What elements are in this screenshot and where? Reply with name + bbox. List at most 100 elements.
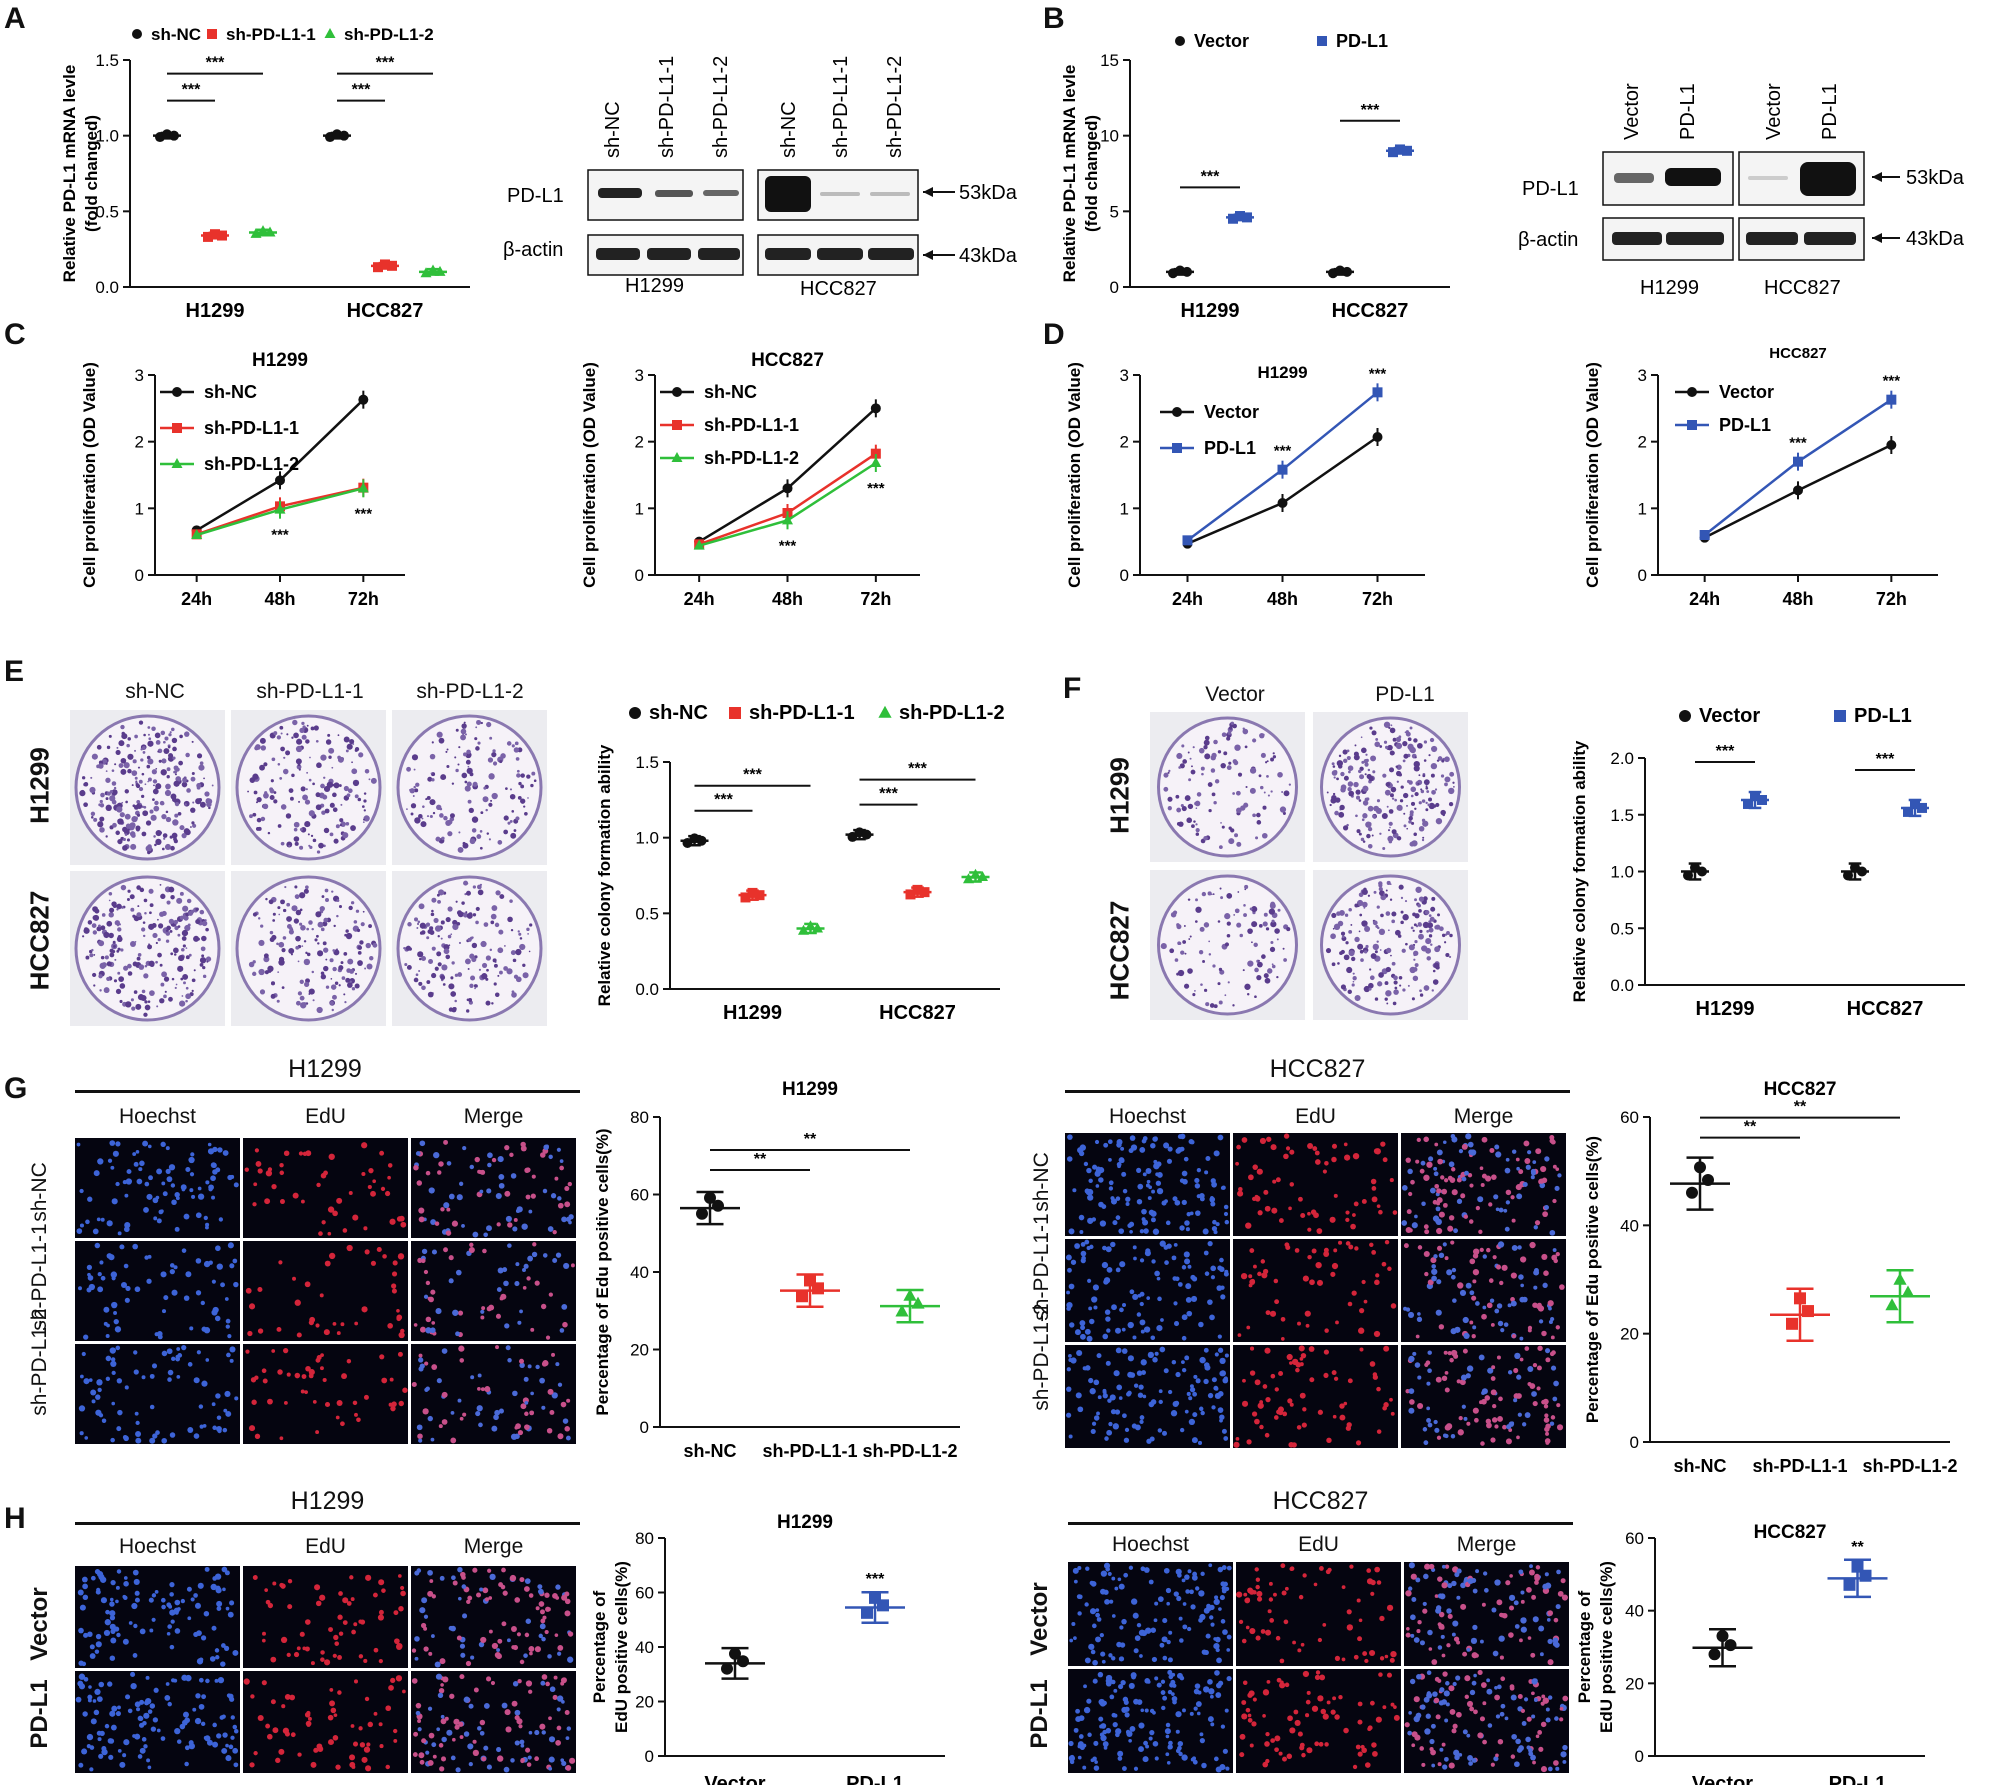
- cell-nucleus: [435, 1308, 442, 1315]
- colony: [280, 899, 285, 905]
- cell-nucleus: [176, 1739, 182, 1744]
- cell-nucleus: [227, 1611, 234, 1618]
- cell-nucleus: [1561, 1594, 1568, 1601]
- cell-nucleus: [1496, 1599, 1503, 1606]
- cell-nucleus: [468, 1762, 473, 1767]
- cell-nucleus: [456, 1194, 463, 1201]
- colony: [345, 977, 351, 983]
- cell-nucleus: [1467, 1141, 1474, 1148]
- cell-nucleus: [1315, 1159, 1321, 1165]
- colony: [1390, 724, 1393, 727]
- cell-nucleus: [1209, 1196, 1216, 1203]
- colony: [273, 731, 278, 736]
- colony: [316, 1006, 323, 1014]
- cell-nucleus: [1456, 1568, 1462, 1574]
- cell-nucleus: [1417, 1375, 1422, 1380]
- cell-nucleus: [1145, 1627, 1152, 1634]
- y-tick-label: 20: [1625, 1674, 1644, 1693]
- cell-nucleus: [1550, 1365, 1557, 1371]
- colony: [1352, 976, 1357, 981]
- cell-nucleus: [1387, 1266, 1392, 1272]
- edu-g-col-label: Hoechst: [1108, 1105, 1187, 1128]
- cell-nucleus: [1544, 1413, 1549, 1418]
- cell-nucleus: [450, 1437, 457, 1444]
- colony: [123, 965, 129, 971]
- cell-nucleus: [95, 1633, 102, 1640]
- cell-nucleus: [127, 1708, 133, 1714]
- cell-nucleus: [1435, 1376, 1442, 1383]
- colony: [1403, 812, 1406, 815]
- cell-nucleus: [1138, 1629, 1146, 1636]
- cell-nucleus: [1491, 1365, 1496, 1370]
- edu-h-row-label: PD-L1: [1026, 1679, 1053, 1749]
- colony: [1332, 792, 1336, 796]
- cell-nucleus: [257, 1714, 264, 1722]
- colony: [455, 728, 459, 732]
- colony: [517, 795, 522, 800]
- cell-nucleus: [353, 1622, 358, 1627]
- y-tick-label: 1.0: [1610, 863, 1634, 882]
- wb-band: [765, 248, 811, 260]
- colony: [184, 924, 191, 932]
- cell-nucleus: [96, 1696, 103, 1703]
- colony: [511, 744, 515, 748]
- colony: [299, 845, 304, 850]
- colony: [515, 757, 520, 761]
- colony: [117, 818, 124, 825]
- cell-nucleus: [1272, 1179, 1277, 1184]
- cell-nucleus: [431, 1634, 435, 1638]
- cell-nucleus: [234, 1396, 239, 1401]
- colony: [467, 967, 470, 970]
- colony: [1413, 958, 1416, 961]
- cell-nucleus: [1104, 1599, 1110, 1605]
- cell-nucleus: [1460, 1193, 1466, 1199]
- cell-nucleus: [1111, 1576, 1116, 1581]
- y-tick-label: 0: [645, 1747, 654, 1766]
- colony: [108, 932, 114, 939]
- colony: [302, 794, 308, 801]
- cell-nucleus: [1099, 1588, 1106, 1595]
- cell-nucleus: [1207, 1240, 1213, 1247]
- cell-nucleus: [161, 1309, 167, 1314]
- cell-nucleus: [315, 1323, 320, 1328]
- colony: [291, 905, 298, 912]
- cell-nucleus: [96, 1379, 103, 1386]
- cell-nucleus: [1376, 1204, 1381, 1209]
- colony: [509, 793, 516, 800]
- cell-nucleus: [1438, 1252, 1445, 1259]
- colony: [333, 924, 336, 928]
- colony: [425, 798, 428, 801]
- cell-nucleus: [124, 1385, 129, 1390]
- colony: [437, 935, 440, 938]
- cell-nucleus: [1423, 1174, 1430, 1181]
- colony: [305, 885, 309, 890]
- colony: [127, 768, 132, 774]
- colony: [1372, 814, 1376, 819]
- colony: [293, 732, 299, 739]
- colony: [364, 768, 370, 774]
- colony: [118, 740, 125, 747]
- colony: [315, 739, 319, 743]
- cell-nucleus: [330, 1707, 337, 1714]
- cell-nucleus: [196, 1630, 202, 1636]
- colony: [1428, 927, 1434, 933]
- cell-nucleus: [431, 1249, 438, 1255]
- y-tick-label: 1.0: [635, 829, 659, 848]
- cell-nucleus: [1086, 1167, 1092, 1174]
- colony: [163, 994, 167, 999]
- cell-nucleus: [1217, 1134, 1224, 1141]
- colony: [491, 905, 498, 911]
- colony: [1453, 786, 1455, 788]
- significance-label: **: [804, 1131, 817, 1148]
- cell-nucleus: [1465, 1373, 1471, 1379]
- colony: [1204, 753, 1211, 760]
- cell-nucleus: [1413, 1637, 1420, 1643]
- colony: [1361, 747, 1367, 754]
- colony: [1325, 948, 1332, 954]
- cell-nucleus: [550, 1193, 557, 1199]
- colony: [520, 773, 525, 778]
- cell-nucleus: [1213, 1637, 1217, 1641]
- colony: [1269, 946, 1276, 953]
- cell-nucleus: [1510, 1195, 1515, 1200]
- colony: [168, 996, 173, 1002]
